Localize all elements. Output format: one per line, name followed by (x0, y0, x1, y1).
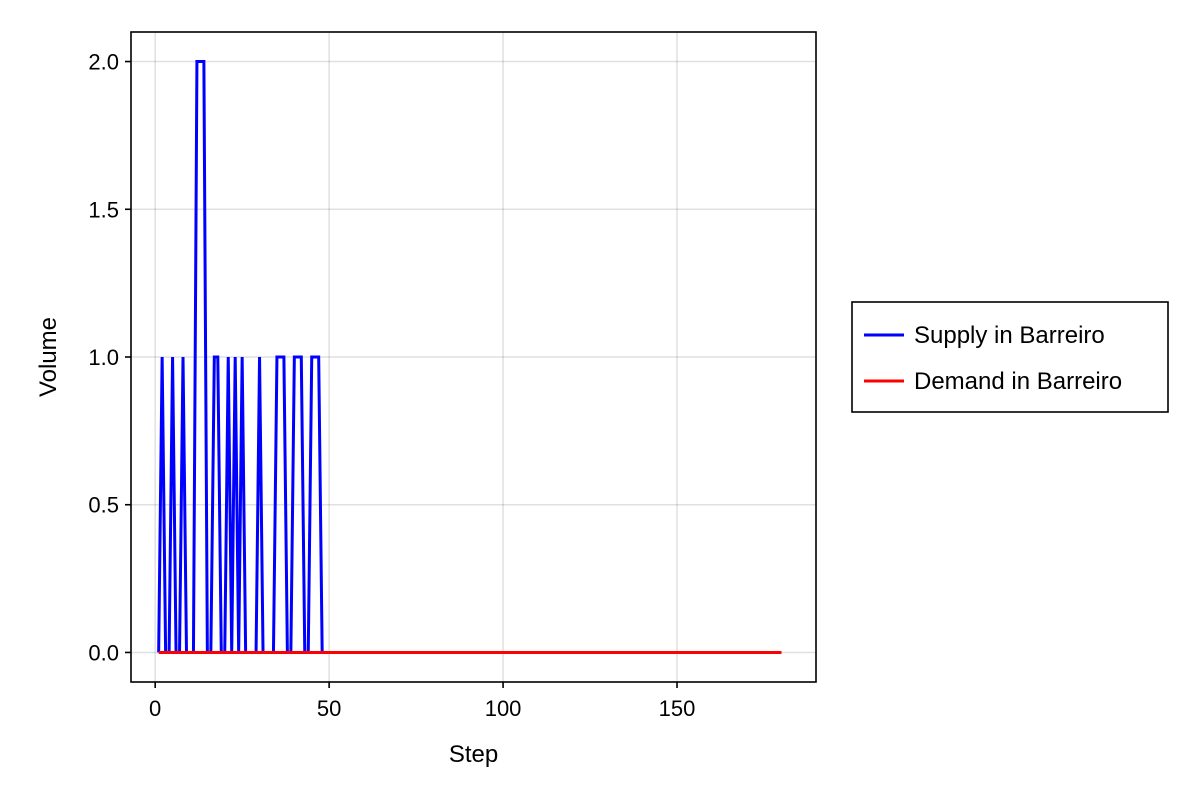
y-tick-label: 0.0 (88, 640, 119, 665)
x-tick-label: 100 (485, 696, 522, 721)
legend-label-0: Supply in Barreiro (914, 322, 1105, 349)
y-tick-label: 2.0 (88, 50, 119, 75)
x-tick-label: 150 (659, 696, 696, 721)
x-axis: 0 50 100 150 (149, 682, 695, 721)
y-tick-label: 1.0 (88, 345, 119, 370)
y-axis: 0.0 0.5 1.0 1.5 2.0 (88, 50, 131, 665)
legend-box (851, 301, 1169, 413)
x-tick-label: 50 (317, 696, 341, 721)
y-tick-label: 1.5 (88, 197, 119, 222)
x-axis-label: Step (449, 741, 498, 768)
series-layer (157, 60, 782, 654)
legend: Supply in Barreiro Demand in Barreiro (851, 301, 1169, 413)
y-axis-label: Volume (35, 317, 62, 397)
y-tick-label: 0.5 (88, 493, 119, 518)
legend-label-1: Demand in Barreiro (914, 368, 1122, 395)
x-tick-label: 0 (149, 696, 161, 721)
